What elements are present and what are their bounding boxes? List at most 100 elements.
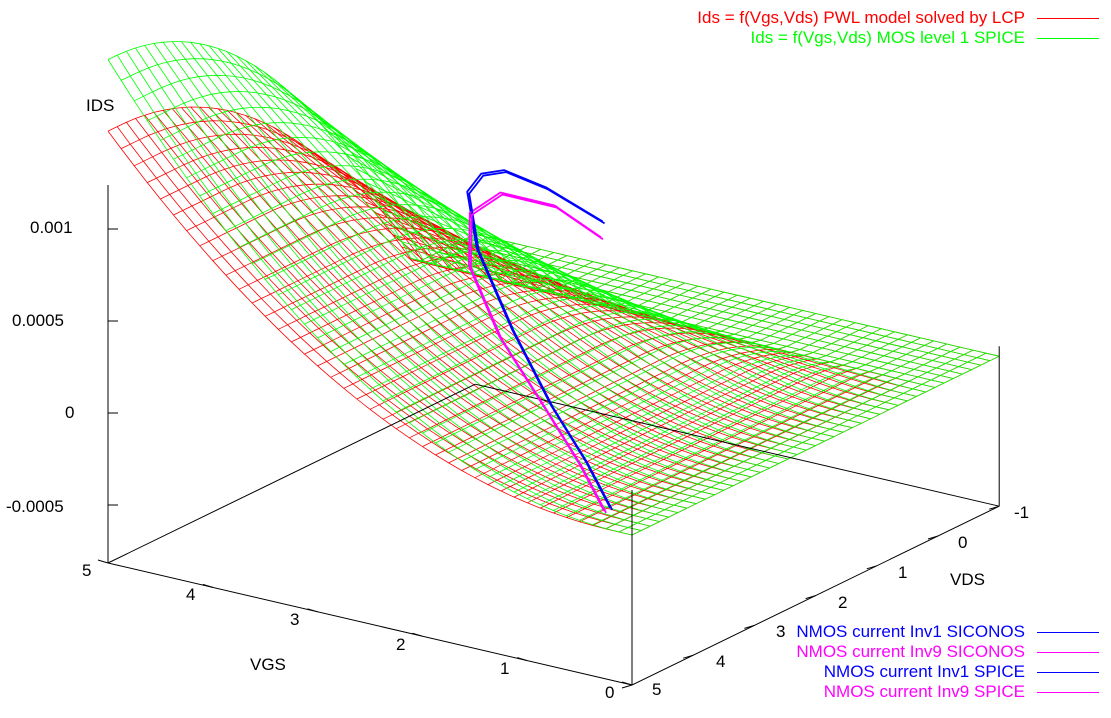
vds-tick-label: 0 [958, 533, 968, 552]
surface-legend: Ids = f(Vgs,Vds) PWL model solved by LCP… [697, 8, 1099, 48]
mesh-line [126, 122, 651, 527]
legend-entry-inv1-siconos: NMOS current Inv1 SICONOS [796, 622, 1099, 642]
vgs-tick-label: 1 [500, 659, 510, 678]
mesh-line [190, 106, 715, 496]
mesh-line [227, 51, 752, 478]
vds-tick [683, 654, 694, 659]
legend-swatch [1037, 631, 1099, 633]
x-axis-label: VGS [250, 655, 286, 674]
legend-swatch [1037, 691, 1099, 693]
mesh-line [438, 251, 963, 375]
mesh-line [475, 233, 1000, 357]
mesh-line [107, 59, 633, 536]
mesh-line [355, 191, 880, 415]
vgs-tick [202, 583, 213, 588]
mesh-line [116, 126, 642, 531]
mesh-line [208, 45, 734, 487]
legend-swatch [1037, 37, 1099, 39]
vds-tick [744, 624, 755, 629]
vds-tick-label: 4 [716, 652, 726, 671]
current-curve-2 [468, 171, 613, 511]
mesh-line [346, 182, 871, 420]
mesh-line [272, 78, 798, 455]
mesh-line [401, 246, 926, 393]
vgs-tick-label: 4 [186, 585, 196, 604]
back-axis-line [107, 383, 476, 564]
legend-swatch [1037, 17, 1099, 19]
vds-tick [927, 535, 939, 540]
mesh-line [116, 54, 642, 531]
mesh-line [337, 143, 862, 424]
mesh-line [236, 55, 761, 473]
vds-tick-label: 3 [776, 622, 786, 641]
mesh-line [309, 111, 835, 438]
mesh-line [291, 137, 816, 446]
mesh-line [153, 112, 678, 513]
mesh-line [107, 130, 633, 536]
vds-tick-label: 5 [652, 680, 662, 699]
mesh-line [162, 41, 688, 509]
vds-tick [621, 684, 633, 689]
mesh-line [171, 41, 697, 505]
plot-axes [97, 185, 1000, 689]
mesh-line [291, 93, 816, 446]
spice-surface [107, 41, 1000, 536]
mesh-line [181, 107, 706, 500]
vds-tick [989, 505, 1000, 510]
mesh-line [263, 122, 789, 460]
mesh-line [456, 242, 981, 366]
legend-entry-inv9-spice: NMOS current Inv9 SPICE [796, 682, 1099, 702]
vgs-tick [307, 608, 318, 613]
back-axis-line [475, 383, 1000, 507]
mesh-line [328, 132, 853, 429]
mesh-line [190, 42, 715, 496]
z-tick-label: -0.0005 [6, 497, 64, 516]
mesh-line [135, 47, 660, 522]
vgs-tick-label: 5 [82, 561, 92, 580]
legend-swatch [1037, 671, 1099, 673]
legend-label: NMOS current Inv9 SPICE [823, 682, 1025, 701]
vds-tick [866, 565, 877, 570]
mesh-line [217, 48, 743, 482]
mesh-line [236, 112, 761, 473]
vds-tick-label: -1 [1014, 503, 1030, 522]
mesh-line [337, 173, 862, 424]
vds-tick-label: 2 [838, 593, 848, 612]
vds-tick [805, 595, 816, 600]
mesh-line [126, 50, 651, 527]
vgs-tick-label: 0 [605, 683, 615, 702]
z-tick-label: 0.001 [30, 218, 73, 237]
legend-entry-pwl: Ids = f(Vgs,Vds) PWL model solved by LCP [697, 8, 1099, 28]
mesh-line [318, 121, 844, 433]
mesh-line [199, 43, 724, 491]
vgs-axis-line [107, 562, 633, 686]
mesh-line [355, 168, 880, 415]
vgs-tick [621, 681, 633, 686]
vgs-tick [97, 559, 109, 564]
mesh-line [309, 149, 835, 438]
vds-tick-label: 1 [898, 563, 908, 582]
legend-label: NMOS current Inv9 SICONOS [796, 642, 1025, 661]
mesh-line [420, 260, 945, 384]
surface-mesh [107, 41, 1000, 536]
mesh-line [144, 114, 669, 518]
mesh-line [346, 155, 871, 420]
mesh-line [474, 319, 843, 479]
mesh-line [199, 106, 724, 491]
mesh-line [465, 238, 991, 362]
vgs-tick-label: 3 [290, 610, 300, 629]
legend-label: NMOS current Inv1 SPICE [823, 662, 1025, 681]
vgs-tick [412, 632, 423, 637]
pwl-surface [107, 106, 1000, 536]
legend-label: NMOS current Inv1 SICONOS [796, 622, 1025, 641]
z-tick-label: 0.0005 [12, 311, 64, 330]
legend-entry-inv1-spice: NMOS current Inv1 SPICE [796, 662, 1099, 682]
mesh-line [245, 60, 770, 469]
current-curve-3 [470, 193, 607, 514]
y-axis-label: VDS [950, 570, 985, 589]
vgs-tick-label: 2 [396, 635, 406, 654]
mesh-line [227, 110, 752, 478]
z-tick-label: 0 [65, 403, 75, 422]
mesh-line [144, 45, 669, 518]
